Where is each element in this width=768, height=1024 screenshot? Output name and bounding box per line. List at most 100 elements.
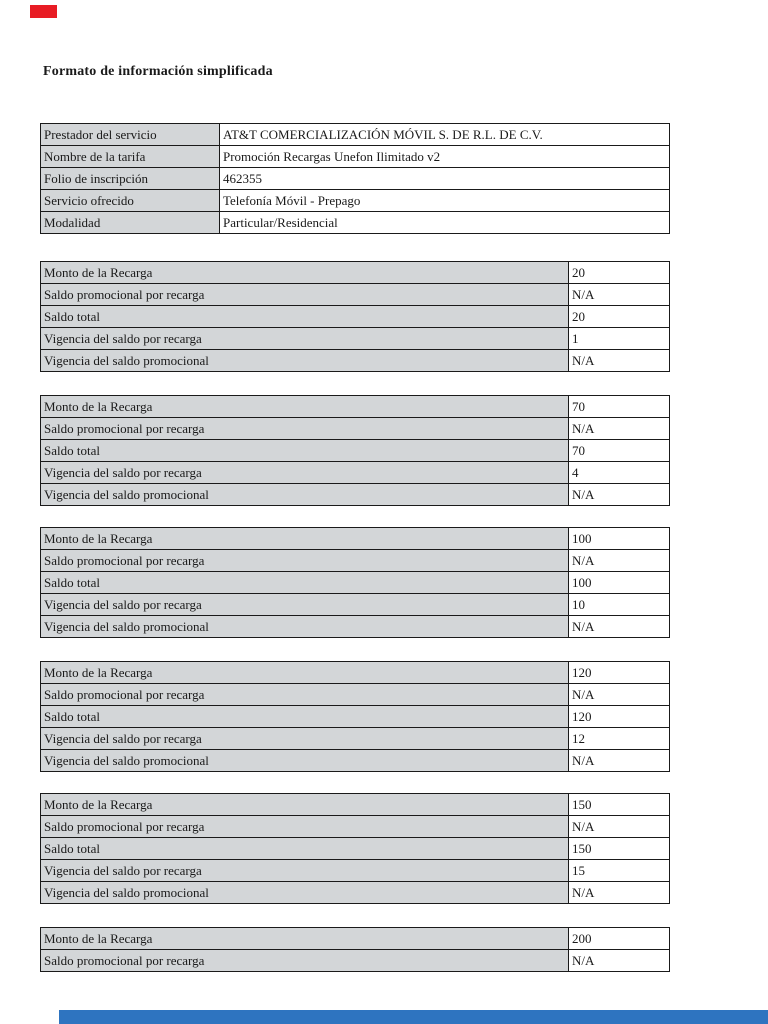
recharge-row: Vigencia del saldo por recarga 10 <box>40 593 670 616</box>
info-row-value: 462355 <box>219 167 670 190</box>
recharge-row: Saldo promocional por recarga N/A <box>40 949 670 972</box>
recharge-row: Monto de la Recarga 100 <box>40 527 670 550</box>
recharge-table-6: Monto de la Recarga 200 Saldo promocional … <box>40 927 670 972</box>
recharge-row-label: Saldo promocional por recarga <box>40 417 569 440</box>
recharge-row-label: Monto de la Recarga <box>40 661 569 684</box>
recharge-row: Vigencia del saldo promocional N/A <box>40 349 670 372</box>
recharge-row-value: N/A <box>568 549 670 572</box>
info-row: Servicio ofrecido Telefonía Móvil - Prepa… <box>40 189 670 212</box>
info-row-value: Telefonía Móvil - Prepago <box>219 189 670 212</box>
recharge-row-label: Vigencia del saldo promocional <box>40 881 569 904</box>
recharge-row: Monto de la Recarga 70 <box>40 395 670 418</box>
info-row-label: Nombre de la tarifa <box>40 145 220 168</box>
recharge-row: Saldo total 100 <box>40 571 670 594</box>
recharge-row-label: Vigencia del saldo por recarga <box>40 593 569 616</box>
info-row-label: Modalidad <box>40 211 220 234</box>
recharge-row: Vigencia del saldo por recarga 12 <box>40 727 670 750</box>
red-marker <box>30 5 57 18</box>
service-info-table: Prestador del servicio AT&T COMERCIALIZAC… <box>40 123 670 234</box>
recharge-table-3: Monto de la Recarga 100 Saldo promocional … <box>40 527 670 638</box>
recharge-row: Saldo promocional por recarga N/A <box>40 283 670 306</box>
recharge-row: Saldo total 120 <box>40 705 670 728</box>
recharge-row-label: Saldo total <box>40 837 569 860</box>
recharge-row-value: 100 <box>568 571 670 594</box>
recharge-row-value: N/A <box>568 749 670 772</box>
recharge-row-label: Saldo total <box>40 705 569 728</box>
recharge-table-5: Monto de la Recarga 150 Saldo promocional … <box>40 793 670 904</box>
recharge-row-label: Vigencia del saldo promocional <box>40 349 569 372</box>
recharge-row-value: 1 <box>568 327 670 350</box>
recharge-row-value: 150 <box>568 837 670 860</box>
info-row: Nombre de la tarifa Promoción Recargas Un… <box>40 145 670 168</box>
recharge-row-value: 20 <box>568 305 670 328</box>
recharge-row: Vigencia del saldo promocional N/A <box>40 881 670 904</box>
recharge-row-label: Saldo total <box>40 305 569 328</box>
recharge-row-value: N/A <box>568 483 670 506</box>
recharge-row-value: N/A <box>568 949 670 972</box>
recharge-row-value: 120 <box>568 661 670 684</box>
recharge-row-label: Monto de la Recarga <box>40 395 569 418</box>
recharge-row-label: Monto de la Recarga <box>40 793 569 816</box>
recharge-row-value: 20 <box>568 261 670 284</box>
recharge-row-label: Vigencia del saldo promocional <box>40 483 569 506</box>
recharge-row-value: N/A <box>568 615 670 638</box>
info-row-label: Servicio ofrecido <box>40 189 220 212</box>
recharge-row-value: 200 <box>568 927 670 950</box>
recharge-row: Vigencia del saldo por recarga 15 <box>40 859 670 882</box>
recharge-row-value: 150 <box>568 793 670 816</box>
recharge-row-label: Monto de la Recarga <box>40 261 569 284</box>
recharge-table-1: Monto de la Recarga 20 Saldo promocional p… <box>40 261 670 372</box>
recharge-row-label: Monto de la Recarga <box>40 527 569 550</box>
recharge-row: Vigencia del saldo promocional N/A <box>40 615 670 638</box>
info-row: Folio de inscripción 462355 <box>40 167 670 190</box>
recharge-row: Vigencia del saldo promocional N/A <box>40 749 670 772</box>
recharge-row-label: Saldo promocional por recarga <box>40 683 569 706</box>
info-row-value: Particular/Residencial <box>219 211 670 234</box>
info-row: Modalidad Particular/Residencial <box>40 211 670 234</box>
recharge-row: Vigencia del saldo promocional N/A <box>40 483 670 506</box>
recharge-row-label: Saldo total <box>40 439 569 462</box>
recharge-row: Saldo promocional por recarga N/A <box>40 683 670 706</box>
recharge-row: Vigencia del saldo por recarga 1 <box>40 327 670 350</box>
recharge-row: Saldo total 20 <box>40 305 670 328</box>
page-title: Formato de información simplificada <box>43 64 273 79</box>
recharge-row-label: Vigencia del saldo por recarga <box>40 327 569 350</box>
recharge-row-label: Vigencia del saldo promocional <box>40 749 569 772</box>
recharge-row-value: 10 <box>568 593 670 616</box>
recharge-row: Monto de la Recarga 120 <box>40 661 670 684</box>
recharge-row-value: N/A <box>568 815 670 838</box>
recharge-row-value: 100 <box>568 527 670 550</box>
recharge-row-label: Saldo promocional por recarga <box>40 949 569 972</box>
recharge-row-value: 70 <box>568 395 670 418</box>
recharge-row: Saldo total 150 <box>40 837 670 860</box>
info-row: Prestador del servicio AT&T COMERCIALIZAC… <box>40 123 670 146</box>
bottom-blue-bar <box>59 1010 768 1024</box>
recharge-row-label: Saldo promocional por recarga <box>40 283 569 306</box>
info-row-value: AT&T COMERCIALIZACIÓN MÓVIL S. DE R.L. D… <box>219 123 670 146</box>
info-row-label: Folio de inscripción <box>40 167 220 190</box>
recharge-row-value: N/A <box>568 349 670 372</box>
recharge-row: Saldo total 70 <box>40 439 670 462</box>
recharge-row-value: N/A <box>568 683 670 706</box>
recharge-table-2: Monto de la Recarga 70 Saldo promocional p… <box>40 395 670 506</box>
recharge-row-value: N/A <box>568 881 670 904</box>
recharge-table-4: Monto de la Recarga 120 Saldo promocional … <box>40 661 670 772</box>
recharge-row: Monto de la Recarga 200 <box>40 927 670 950</box>
recharge-row-value: N/A <box>568 283 670 306</box>
info-row-value: Promoción Recargas Unefon Ilimitado v2 <box>219 145 670 168</box>
recharge-row-label: Monto de la Recarga <box>40 927 569 950</box>
recharge-row-value: 15 <box>568 859 670 882</box>
recharge-row-value: N/A <box>568 417 670 440</box>
recharge-row-value: 70 <box>568 439 670 462</box>
recharge-row: Saldo promocional por recarga N/A <box>40 417 670 440</box>
recharge-row: Monto de la Recarga 20 <box>40 261 670 284</box>
recharge-row: Saldo promocional por recarga N/A <box>40 549 670 572</box>
info-row-label: Prestador del servicio <box>40 123 220 146</box>
recharge-row-label: Vigencia del saldo por recarga <box>40 859 569 882</box>
recharge-row-label: Vigencia del saldo por recarga <box>40 727 569 750</box>
recharge-row-label: Saldo promocional por recarga <box>40 549 569 572</box>
recharge-row-value: 12 <box>568 727 670 750</box>
recharge-row: Saldo promocional por recarga N/A <box>40 815 670 838</box>
recharge-row-value: 4 <box>568 461 670 484</box>
